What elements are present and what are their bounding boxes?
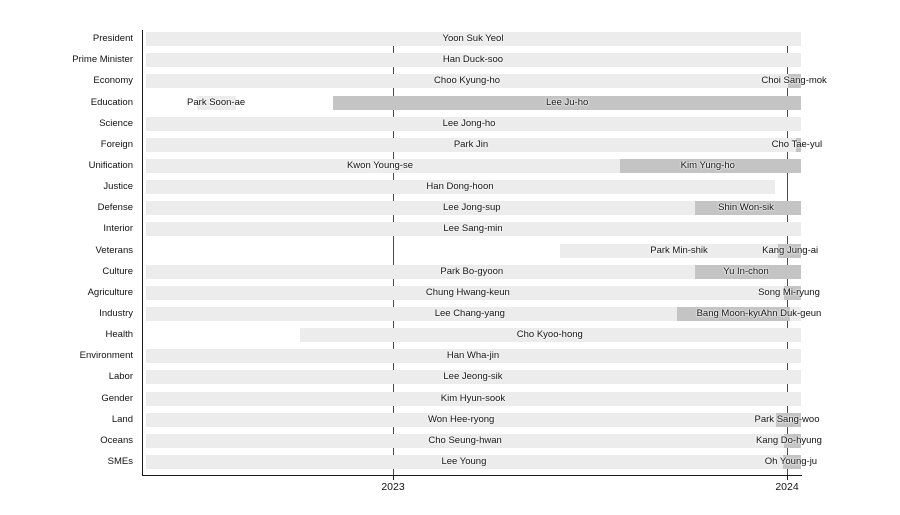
minister-name-label: Han Duck-soo [442, 54, 504, 66]
bar-segment [777, 243, 801, 258]
minister-name-label: Cho Seung-hwan [428, 434, 502, 446]
minister-name-label: Ahn Duk-geun [760, 308, 822, 320]
bar-segment [783, 455, 801, 469]
minister-name-label: Han Dong-hoon [426, 181, 494, 193]
bar-segment [677, 307, 791, 322]
bar-segment [145, 391, 801, 406]
bar-segment [145, 264, 695, 279]
category-label: Oceans [100, 434, 133, 446]
category-label: Unification [88, 160, 133, 172]
category-label: Agriculture [87, 286, 133, 298]
category-label: Labor [108, 371, 133, 383]
category-label: Science [99, 117, 133, 129]
minister-name-label: Park Jin [453, 138, 489, 150]
bar-segment [145, 137, 797, 152]
x-axis-tick [393, 475, 394, 480]
y-axis-spine [142, 30, 143, 475]
bar-segment [333, 95, 801, 110]
category-label: Culture [102, 265, 133, 277]
gridline-2023 [393, 32, 394, 475]
minister-name-label: Park Min-shik [650, 244, 708, 256]
minister-name-label: Cho Tae-yul [771, 138, 823, 150]
bar-segment [145, 159, 620, 174]
bar-segment [145, 32, 801, 47]
bar-segment [145, 285, 784, 300]
category-label: Health [105, 329, 133, 341]
bar-segment [694, 264, 801, 279]
category-label: Interior [103, 223, 133, 235]
bar-segment [694, 201, 801, 216]
minister-name-label: Kim Yung-ho [680, 160, 735, 172]
category-label: SMEs [107, 456, 133, 467]
category-label: Justice [103, 181, 133, 193]
bar-segment [145, 349, 801, 364]
category-label: Veterans [95, 244, 134, 256]
category-label: President [92, 33, 133, 45]
x-axis-tick-label: 2023 [381, 481, 405, 493]
bar-segment [145, 455, 784, 469]
minister-name-label: Oh Young-ju [764, 456, 818, 467]
minister-name-label: Lee Sang-min [443, 223, 503, 235]
bar-segment [145, 433, 784, 448]
bar-segment [790, 307, 801, 322]
category-label: Prime Minister [72, 54, 133, 66]
category-label: Foreign [100, 138, 133, 150]
bar-segment [145, 53, 801, 68]
bar-segment [775, 412, 801, 427]
minister-name-label: Park Bo-gyoon [440, 265, 504, 277]
minister-name-label: Yoon Suk Yeol [442, 33, 504, 45]
minister-name-label: Bang Moon-kyu [696, 308, 764, 320]
minister-name-label: Choi Sang-mok [761, 75, 827, 87]
bar-segment [197, 95, 236, 110]
category-label: Land [111, 413, 133, 425]
bar-segment [145, 201, 695, 216]
bar-segment [145, 74, 789, 89]
minister-name-label: Lee Jeong-sik [443, 371, 503, 383]
minister-name-label: Lee Jong-ho [442, 117, 496, 129]
category-label: Industry [99, 308, 133, 320]
minister-name-label: Park Sang-woo [754, 413, 820, 425]
bar-segment [145, 412, 776, 427]
category-label: Gender [101, 392, 133, 404]
category-label: Defense [97, 202, 133, 214]
minister-name-label: Kang Jung-ai [762, 244, 819, 256]
category-label: Environment [79, 350, 133, 362]
x-axis-tick-label: 2024 [775, 481, 799, 493]
minister-name-label: Yu In-chon [723, 265, 769, 277]
bar-segment [783, 285, 801, 300]
x-axis-spine [142, 475, 802, 476]
x-axis-tick [787, 475, 788, 480]
bar-segment [145, 370, 801, 385]
category-label: Economy [93, 75, 133, 87]
minister-name-label: Kang Do-hyung [755, 434, 822, 446]
bar-segment [560, 243, 778, 258]
minister-name-label: Cho Kyoo-hong [516, 329, 583, 341]
bar-segment [145, 307, 678, 322]
minister-name-label: Lee Young [441, 456, 487, 467]
bar-segment [145, 222, 801, 237]
minister-name-label: Chung Hwang-keun [425, 286, 510, 298]
minister-name-label: Lee Jong-sup [443, 202, 501, 214]
minister-name-label: Choo Kyung-ho [434, 75, 501, 87]
bar-segment [145, 180, 776, 195]
minister-name-label: Kim Hyun-sook [440, 392, 506, 404]
minister-name-label: Lee Chang-yang [434, 308, 505, 320]
bar-segment [145, 116, 801, 131]
minister-name-label: Han Wha-jin [446, 350, 500, 362]
bar-segment [788, 74, 801, 89]
bar-segment [619, 159, 801, 174]
bar-segment [796, 137, 801, 152]
bar-segment [300, 328, 801, 343]
minister-name-label: Park Soon-ae [187, 96, 246, 108]
bar-segment [783, 433, 801, 448]
minister-name-label: Song Mi-ryung [758, 286, 820, 298]
category-label: Education [90, 96, 133, 108]
minister-name-label: Shin Won-sik [718, 202, 774, 214]
minister-name-label: Lee Ju-ho [546, 96, 589, 108]
minister-name-label: Kwon Young-se [346, 160, 413, 172]
minister-name-label: Won Hee-ryong [427, 413, 495, 425]
